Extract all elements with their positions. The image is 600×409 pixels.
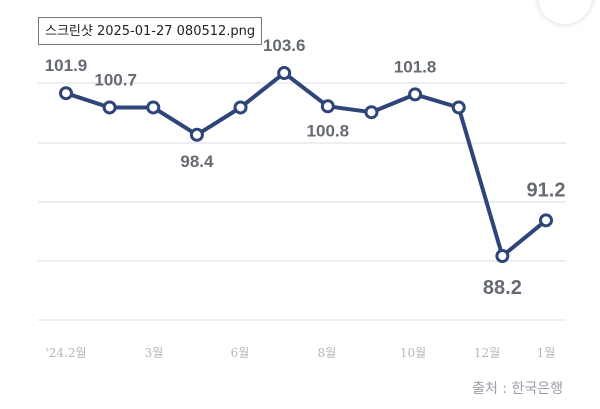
screenshot-filename-tooltip: 스크린샷 2025-01-27 080512.png <box>38 17 263 45</box>
data-point <box>320 99 335 114</box>
data-label: 100.8 <box>307 121 350 140</box>
data-point <box>364 105 379 120</box>
x-tick-label: 1월 <box>537 346 556 360</box>
data-point <box>451 100 466 115</box>
data-label: 91.2 <box>527 179 566 201</box>
series-group <box>59 66 553 263</box>
data-point <box>495 249 510 263</box>
data-point <box>102 100 117 115</box>
x-tick-label: 8월 <box>318 346 337 360</box>
data-point <box>146 100 161 115</box>
series-line <box>64 71 548 258</box>
x-tick-label: 3월 <box>145 346 164 360</box>
data-label: 101.8 <box>394 57 437 76</box>
data-labels: 101.9 100.7 98.4 103.6 100.8 101.8 88.2 91.2 <box>45 36 566 299</box>
data-point <box>539 213 553 228</box>
data-point <box>59 86 73 101</box>
data-label: 100.7 <box>94 70 137 89</box>
data-point <box>189 127 204 142</box>
data-label: 103.6 <box>263 36 306 55</box>
data-label: 98.4 <box>180 152 214 171</box>
data-label: 101.9 <box>45 56 88 75</box>
data-point <box>233 100 248 115</box>
x-tick-label: '24.2월 <box>45 346 86 360</box>
x-tick-label: 6월 <box>231 346 250 360</box>
x-axis-ticks: '24.2월 3월 6월 8월 10월 12월 1월 <box>45 346 555 360</box>
source-note: 출처 : 한국은행 <box>472 381 563 397</box>
x-tick-label: 12월 <box>474 346 500 360</box>
data-point <box>408 87 423 102</box>
data-point <box>277 66 292 80</box>
gridlines <box>38 82 566 321</box>
data-label: 88.2 <box>483 277 522 299</box>
x-tick-label: 10월 <box>400 346 426 360</box>
